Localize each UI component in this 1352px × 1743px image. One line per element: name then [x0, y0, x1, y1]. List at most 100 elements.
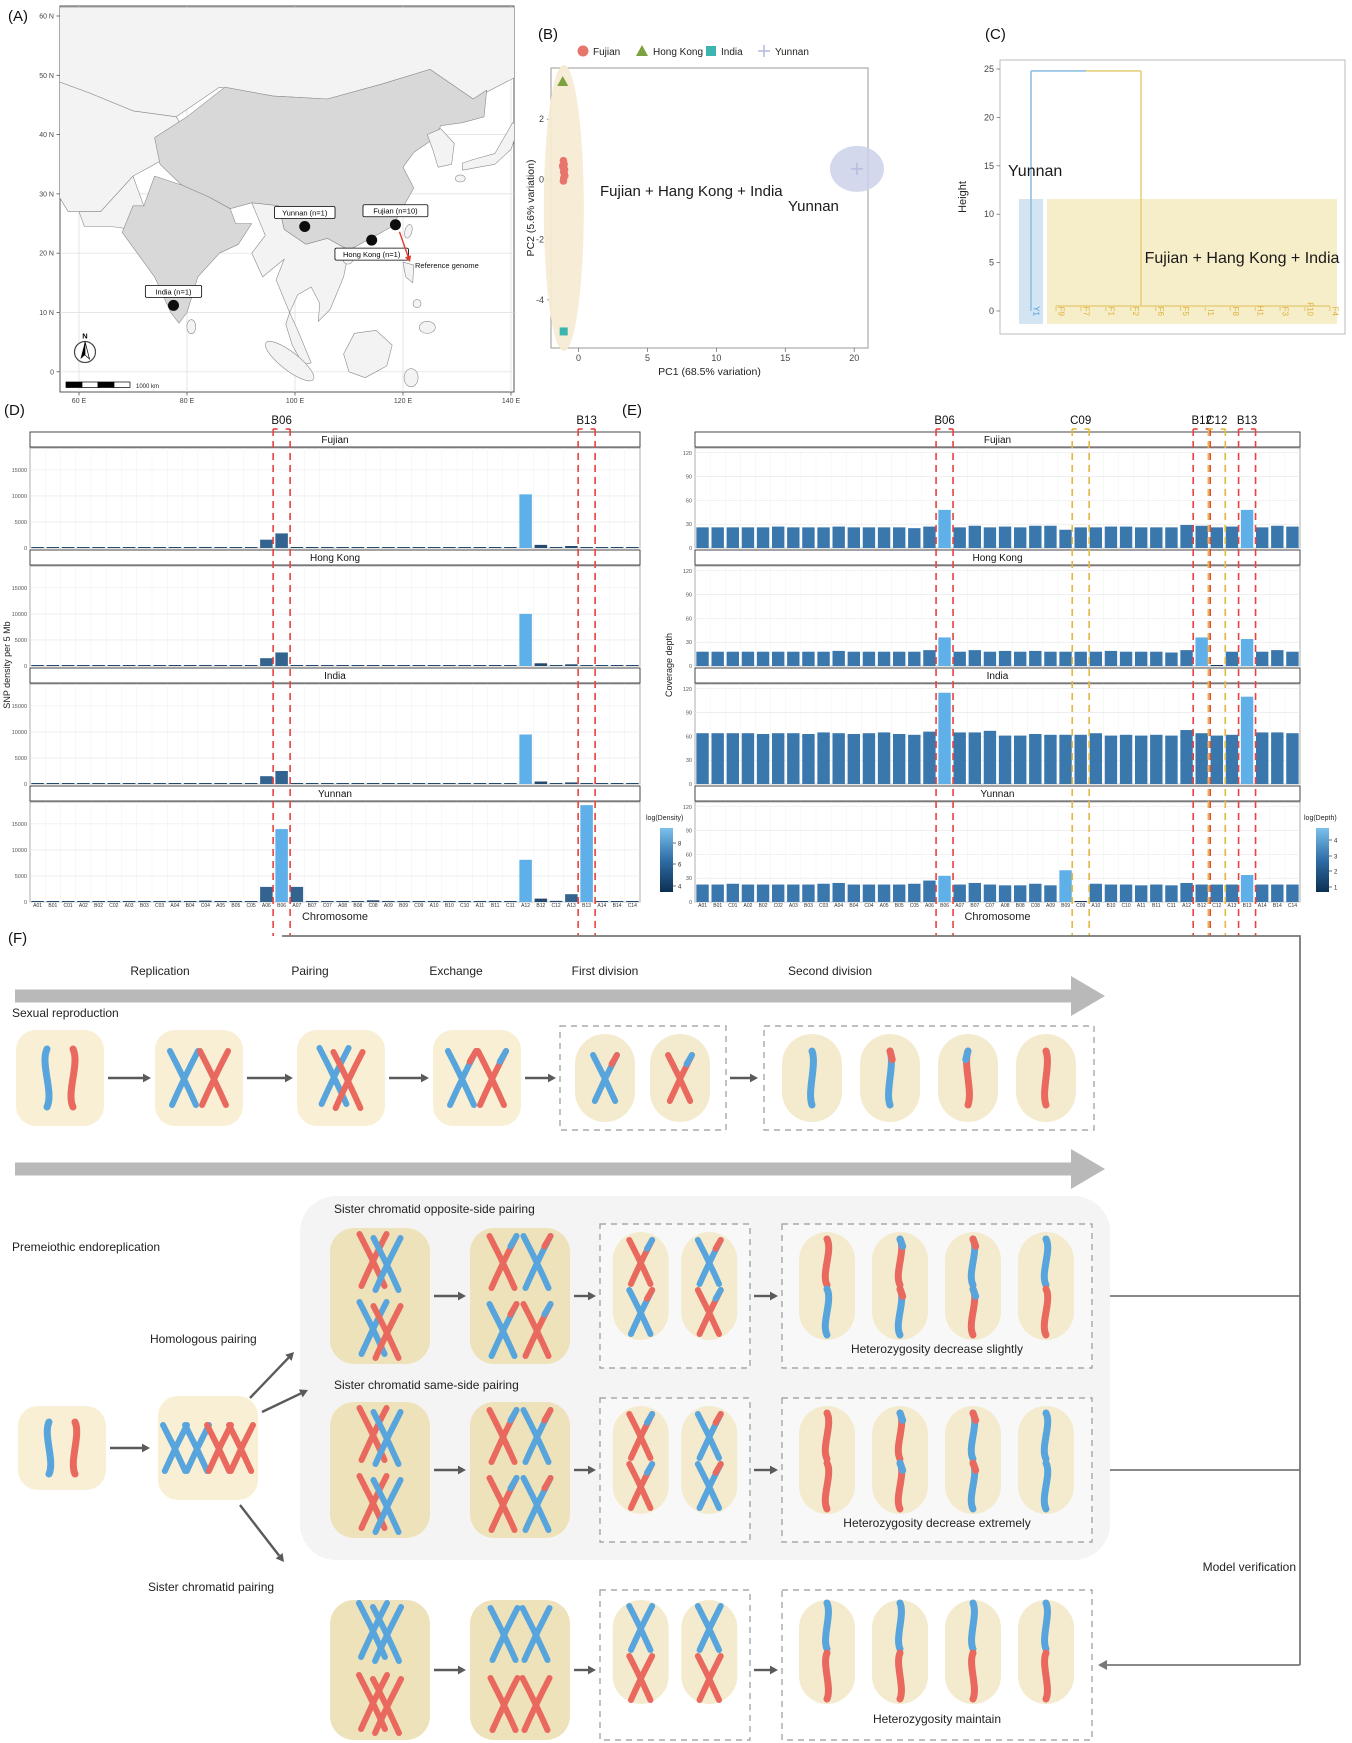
- bar: [711, 651, 724, 666]
- bar: [1150, 734, 1163, 784]
- bar: [1286, 526, 1299, 548]
- bar: [61, 547, 75, 548]
- cell: [330, 1600, 430, 1740]
- bar: [802, 884, 815, 902]
- svg-text:F1: F1: [1096, 0, 1106, 2]
- svg-text:Hong Kong: Hong Kong: [310, 553, 360, 564]
- bar: [305, 665, 319, 666]
- bar: [741, 651, 755, 666]
- svg-text:F4: F4: [1330, 307, 1339, 317]
- homologous-pairing-label: Homologous pairing: [150, 1332, 257, 1346]
- bar: [138, 901, 151, 902]
- bar: [565, 546, 578, 548]
- svg-text:120: 120: [683, 805, 692, 811]
- svg-text:1: 1: [1334, 886, 1338, 892]
- svg-text:Reference genome: Reference genome: [415, 261, 479, 270]
- bar: [336, 783, 349, 784]
- bar: [305, 783, 319, 784]
- bar: [1195, 884, 1208, 902]
- bar: [519, 859, 532, 902]
- svg-text:A08: A08: [1001, 903, 1010, 909]
- svg-text:20: 20: [984, 112, 994, 122]
- svg-text:1000 km: 1000 km: [136, 384, 159, 390]
- bar: [366, 783, 380, 784]
- svg-text:Fujian: Fujian: [593, 47, 620, 58]
- svg-text:I1: I1: [1199, 0, 1206, 2]
- svg-text:B10: B10: [445, 903, 454, 909]
- bar: [183, 783, 197, 784]
- svg-text:15000: 15000: [12, 704, 27, 710]
- bar: [138, 783, 151, 784]
- cell: [681, 1600, 738, 1704]
- pca-series-india: [559, 327, 568, 336]
- svg-text:A03: A03: [125, 903, 134, 909]
- bar: [46, 665, 60, 666]
- bar: [153, 783, 166, 784]
- svg-text:C10: C10: [1121, 903, 1130, 909]
- bar: [549, 665, 563, 666]
- bar: [1119, 526, 1133, 548]
- bar: [1271, 884, 1284, 902]
- bar: [741, 527, 755, 548]
- svg-text:Yunnan: Yunnan: [775, 47, 809, 58]
- bar: [351, 901, 365, 902]
- facet-fujian: Fujian 0 30 60 90 120: [683, 431, 1301, 552]
- bar: [107, 783, 121, 784]
- bar: [580, 547, 593, 548]
- svg-text:10000: 10000: [12, 730, 27, 736]
- bar: [366, 547, 380, 548]
- svg-text:B05: B05: [231, 903, 240, 909]
- highlight-B13: B13: [576, 415, 597, 936]
- bar: [1180, 650, 1193, 666]
- svg-text:B01: B01: [48, 903, 57, 909]
- bar: [998, 650, 1012, 666]
- panel-f-label: (F): [8, 930, 28, 947]
- svg-text:20: 20: [849, 353, 859, 363]
- svg-text:B07: B07: [308, 903, 317, 909]
- svg-text:A14: A14: [1258, 903, 1267, 909]
- bar: [595, 547, 609, 548]
- bar: [412, 547, 426, 548]
- bar: [244, 901, 258, 902]
- svg-text:F5: F5: [1171, 0, 1181, 2]
- bar: [998, 735, 1012, 784]
- bar: [397, 547, 410, 548]
- svg-text:50 N: 50 N: [39, 73, 54, 80]
- dendrogram-panel: 0 5 10 15 20 25 Height Y1 F9 F7 F1 F2 F6 F5 I1 F8 H1 F3 F1…: [957, 0, 1346, 335]
- svg-text:B06: B06: [277, 903, 286, 909]
- svg-text:C01: C01: [728, 903, 737, 909]
- svg-text:F2: F2: [1131, 307, 1140, 317]
- svg-text:A12: A12: [1182, 903, 1191, 909]
- svg-text:5: 5: [989, 258, 994, 268]
- svg-text:Yunnan: Yunnan: [981, 789, 1015, 800]
- bar: [61, 665, 75, 666]
- svg-text:90: 90: [686, 711, 692, 717]
- bar: [1180, 730, 1193, 784]
- bar: [153, 665, 166, 666]
- svg-text:C04: C04: [864, 903, 873, 909]
- bar: [923, 650, 936, 666]
- svg-text:5000: 5000: [15, 756, 27, 762]
- svg-text:0: 0: [689, 900, 692, 906]
- bar: [1255, 732, 1269, 784]
- svg-text:F7: F7: [1072, 0, 1082, 2]
- panel-c-label: (C): [985, 26, 1006, 43]
- svg-text:C04: C04: [201, 903, 210, 909]
- bar: [31, 665, 44, 666]
- bar: [1150, 884, 1163, 902]
- bar: [183, 665, 197, 666]
- bar: [908, 528, 921, 548]
- bar: [427, 665, 441, 666]
- facet-india: India 0 5000 10000 15000: [12, 667, 641, 788]
- svg-text:B13: B13: [582, 903, 591, 909]
- bar: [832, 650, 845, 666]
- svg-text:B05: B05: [895, 903, 904, 909]
- bar: [1059, 529, 1072, 548]
- highlight-C09: C09: [1070, 415, 1091, 936]
- svg-text:30: 30: [686, 640, 692, 646]
- highlight-C12: C12: [1206, 415, 1227, 936]
- bar: [351, 547, 365, 548]
- bar: [46, 547, 60, 548]
- bar: [1074, 651, 1087, 666]
- bar: [488, 901, 502, 902]
